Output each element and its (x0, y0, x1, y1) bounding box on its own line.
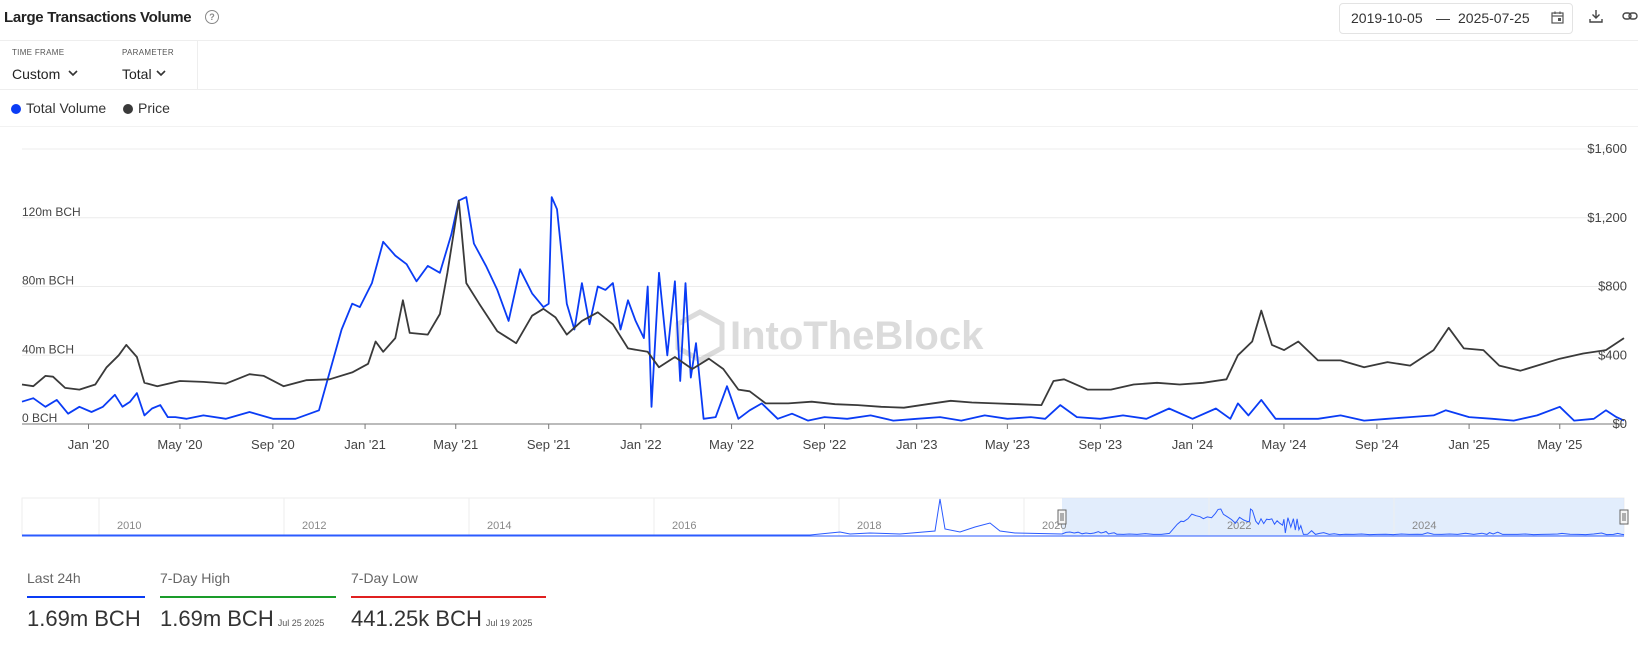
x-tick-label: Sep '20 (251, 437, 295, 452)
timeframe-selector[interactable]: TIME FRAME Custom (12, 41, 102, 89)
chevron-down-icon[interactable] (68, 70, 78, 77)
chart-series (21, 196, 1625, 422)
navigator-line (22, 498, 1625, 536)
y-right-tick-label: $1,200 (1587, 210, 1627, 225)
stat-underline (351, 596, 546, 598)
navigator-handle-left[interactable] (1057, 509, 1067, 525)
navigator-selection[interactable] (1062, 498, 1624, 536)
chart-grid (22, 148, 1624, 425)
navigator-year-label: 2018 (857, 520, 881, 532)
x-tick-label: May '20 (157, 437, 202, 452)
parameter-selector[interactable]: PARAMETER Total (122, 41, 192, 89)
legend-dot (11, 104, 21, 114)
calendar-icon[interactable] (1551, 11, 1564, 24)
share-link-icon[interactable] (1622, 10, 1638, 22)
x-tick-label: Jan '22 (620, 437, 662, 452)
y-right-tick-label: $800 (1598, 279, 1627, 294)
stat-label: 7-Day Low (351, 570, 418, 586)
x-tick-label: Jan '25 (1448, 437, 1490, 452)
date-range-picker[interactable]: 2019-10-05 — 2025-07-25 (1339, 3, 1573, 34)
parameter-value[interactable]: Total (122, 66, 152, 82)
navigator-year-label: 2016 (672, 520, 696, 532)
legend-label: Total Volume (26, 100, 107, 116)
timeframe-label: TIME FRAME (12, 48, 65, 57)
help-icon[interactable]: ? (205, 10, 219, 24)
stat-value: 1.69m BCH Jul 25 2025 (160, 606, 325, 631)
chevron-down-icon[interactable] (156, 70, 166, 77)
x-tick-label: Jan '21 (344, 437, 386, 452)
chart-axes: $0 $400 $800 $1,200 $1,600 0 BCH 40m BCH 80m BC… (22, 141, 1627, 452)
series-line-price (21, 199, 1625, 409)
main-chart[interactable]: IntoTheBlock $0 $400 $800 $1,200 $1,600 0 BCH… (0, 127, 1638, 467)
x-tick-label: Sep '23 (1078, 437, 1122, 452)
watermark-logo-icon (675, 309, 725, 363)
navigator-year-label: 2010 (117, 520, 141, 532)
download-icon[interactable] (1589, 9, 1603, 23)
stat-underline (160, 596, 336, 598)
watermark-text: IntoTheBlock (730, 314, 984, 358)
stat-value: 441.25k BCH Jul 19 2025 (351, 606, 533, 631)
x-tick-label: Sep '22 (803, 437, 847, 452)
x-tick-label: May '23 (985, 437, 1030, 452)
stat-label: Last 24h (27, 570, 81, 586)
y-right-tick-label: $1,600 (1587, 141, 1627, 156)
parameter-label: PARAMETER (122, 48, 174, 57)
x-tick-label: Jan '20 (68, 437, 110, 452)
legend-item-total-volume[interactable]: Total Volume (11, 100, 106, 116)
x-tick-label: Sep '21 (527, 437, 571, 452)
x-tick-label: May '22 (709, 437, 754, 452)
date-from[interactable]: 2019-10-05 (1351, 10, 1423, 26)
legend-item-price[interactable]: Price (123, 100, 170, 116)
x-tick-label: Sep '24 (1355, 437, 1399, 452)
date-separator: — (1436, 10, 1450, 26)
series-line-total-volume (21, 196, 1625, 422)
y-right-tick-label: $0 (1613, 416, 1627, 431)
legend-dot (123, 104, 133, 114)
x-tick-label: May '21 (433, 437, 478, 452)
y-left-tick-label: 40m BCH (22, 342, 74, 356)
header-bar: Large Transactions Volume ? 2019-10-05 —… (0, 0, 1638, 41)
stat-value: 1.69m BCH (27, 606, 141, 631)
y-left-tick-label: 80m BCH (22, 274, 74, 288)
x-tick-label: May '24 (1261, 437, 1306, 452)
navigator-year-label: 2012 (302, 520, 326, 532)
navigator-year-label: 2024 (1412, 520, 1436, 532)
stat-underline (27, 596, 145, 598)
navigator-year-label: 2014 (487, 520, 511, 532)
navigator-year-label: 2022 (1227, 520, 1251, 532)
stat-label: 7-Day High (160, 570, 231, 586)
date-to[interactable]: 2025-07-25 (1458, 10, 1530, 26)
watermark: IntoTheBlock (675, 309, 984, 363)
stat-date: Jul 19 2025 (485, 618, 533, 628)
stat-date: Jul 25 2025 (277, 618, 325, 628)
legend-label: Price (138, 100, 170, 116)
y-left-tick-label: 120m BCH (22, 205, 81, 219)
y-right-tick-label: $400 (1598, 347, 1627, 362)
x-tick-label: Jan '24 (1172, 437, 1214, 452)
chart-legend: Total Volume Price (0, 90, 1638, 127)
x-tick-label: May '25 (1537, 437, 1582, 452)
navigator-handle-right[interactable] (1619, 509, 1629, 525)
timeframe-value[interactable]: Custom (12, 66, 61, 82)
chart-controls: TIME FRAME Custom PARAMETER Total (0, 41, 1638, 90)
range-navigator[interactable]: 2010 2012 2014 2016 2018 2020 2022 2024 (0, 494, 1638, 544)
page-title: Large Transactions Volume (4, 9, 192, 26)
divider (197, 41, 198, 89)
x-tick-label: Jan '23 (896, 437, 938, 452)
y-left-tick-label: 0 BCH (22, 411, 57, 425)
